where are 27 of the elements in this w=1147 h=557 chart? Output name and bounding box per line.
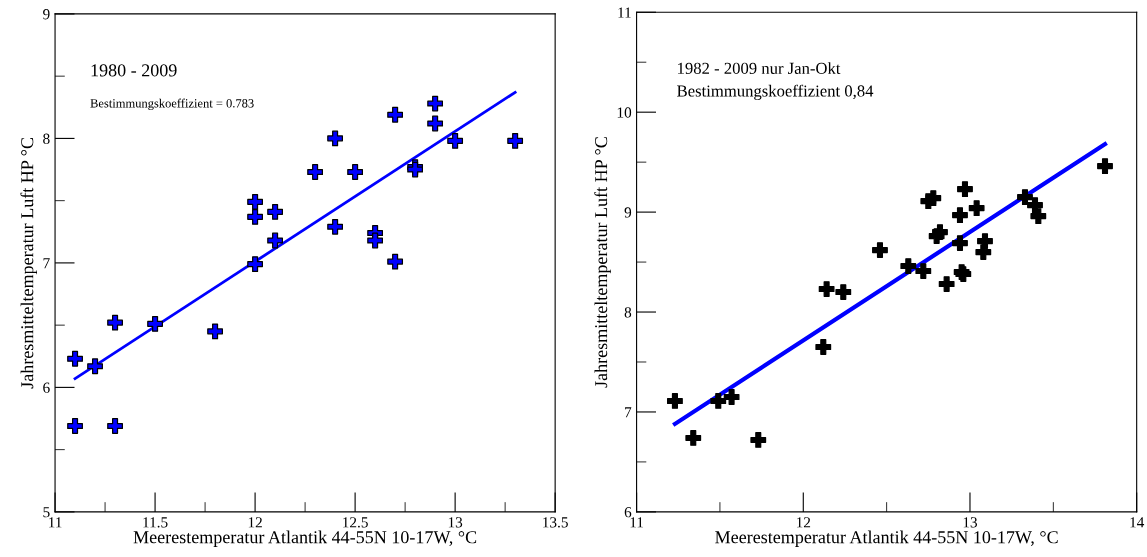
y-tick-label: 5 (43, 507, 50, 518)
x-tick-label: 13 (448, 517, 463, 528)
x-axis-title: Meerestemperatur Atlantik 44-55N 10-17W, °C (715, 530, 1058, 547)
annotation: Bestimmungskoeffizient 0,84 (677, 84, 874, 101)
x-tick-label: 12 (248, 517, 262, 528)
y-tick-label: 6 (43, 382, 50, 393)
x-tick-label: 11.5 (143, 517, 168, 528)
x-tick-label: 12.5 (343, 517, 368, 528)
x-tick-label: 13.5 (543, 517, 568, 528)
y-tick-label: 8 (624, 307, 632, 318)
y-tick-label: 11 (618, 7, 631, 18)
y-tick-label: 6 (624, 507, 632, 518)
y-tick-label: 7 (43, 258, 50, 269)
y-tick-label: 9 (624, 207, 632, 218)
y-tick-label: 8 (43, 133, 50, 144)
x-tick-label: 12 (796, 517, 811, 528)
y-tick-label: 9 (43, 9, 50, 20)
annotation: 1982 - 2009 nur Jan-Okt (678, 62, 841, 74)
y-axis-title: Jahresmitteltemperatur Luft HP °C (594, 137, 611, 388)
x-axis-title: Meerestemperatur Atlantik 44-55N 10-17W, °C (133, 530, 477, 547)
x-tick-label: 13 (963, 517, 978, 528)
x-tick-label: 14 (1130, 517, 1145, 528)
y-tick-label: 7 (625, 407, 632, 418)
y-tick-label: 10 (617, 107, 632, 118)
annotation: 1980 - 2009 (91, 64, 177, 77)
annotation: Bestimmungskoeffizient = 0.783 (90, 98, 254, 111)
y-axis-title: Jahresmitteltemperatur Luft HP °C (20, 138, 37, 389)
